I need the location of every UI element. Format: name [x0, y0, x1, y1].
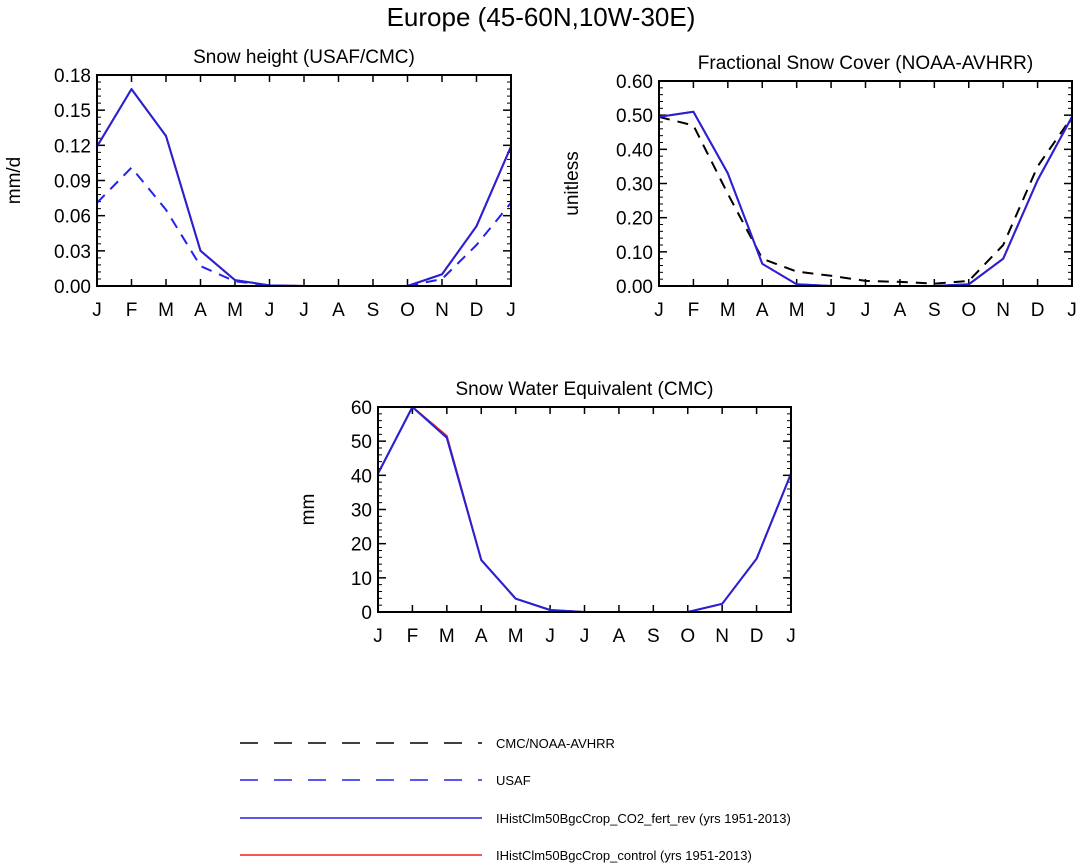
y-tick-label: 30 — [351, 501, 372, 522]
y-tick-label: 0.12 — [54, 136, 91, 157]
series-line-4 — [96, 88, 512, 287]
x-tick-label: N — [715, 626, 729, 647]
plot-frame — [96, 74, 512, 287]
series-line-4 — [658, 110, 1073, 287]
series-line-1 — [658, 115, 1073, 285]
x-tick-label: J — [265, 300, 275, 321]
y-tick-label: 0.18 — [54, 66, 91, 87]
y-tick-label: 0.06 — [54, 207, 91, 228]
series-line-3 — [658, 110, 1073, 287]
y-axis-label: mm — [298, 494, 319, 526]
series-line-3 — [377, 406, 792, 613]
x-tick-label: M — [720, 300, 736, 321]
y-tick-label: 0.09 — [54, 172, 91, 193]
y-tick-label: 10 — [351, 569, 372, 590]
y-tick-label: 0 — [361, 603, 372, 624]
y-tick-label: 0.30 — [616, 175, 653, 196]
x-tick-label: D — [750, 626, 764, 647]
x-tick-label: N — [435, 300, 449, 321]
y-tick-label: 40 — [351, 466, 372, 487]
x-tick-label: N — [996, 300, 1010, 321]
panel-title: Snow height (USAF/CMC) — [193, 47, 415, 68]
x-tick-label: O — [680, 626, 695, 647]
x-tick-label: J — [92, 300, 102, 321]
x-tick-label: F — [407, 626, 419, 647]
legend: CMC/NOAA-AVHRR USAF IHistClm50BgcCrop_CO2_… — [240, 736, 791, 863]
x-tick-label: J — [786, 626, 796, 647]
x-tick-label: D — [470, 300, 484, 321]
x-tick-label: M — [508, 626, 524, 647]
legend-label-4: IHistClm50BgcCrop_control (yrs 1951-2013… — [496, 848, 752, 863]
y-tick-label: 50 — [351, 432, 372, 453]
x-tick-label: J — [373, 626, 383, 647]
x-tick-label: D — [1031, 300, 1045, 321]
legend-label-2: USAF — [496, 773, 531, 788]
plot-frame — [658, 80, 1073, 287]
x-tick-label: O — [961, 300, 976, 321]
series-line-2 — [96, 166, 512, 287]
x-tick-label: J — [826, 300, 836, 321]
x-tick-label: M — [227, 300, 243, 321]
x-tick-label: J — [580, 626, 590, 647]
x-tick-label: J — [654, 300, 664, 321]
panel-title: Snow Water Equivalent (CMC) — [456, 379, 714, 400]
series-line-4 — [377, 406, 792, 613]
x-tick-label: A — [756, 300, 769, 321]
y-tick-label: 0.15 — [54, 101, 91, 122]
x-tick-label: S — [367, 300, 380, 321]
x-tick-label: O — [400, 300, 415, 321]
y-axis-label: unitless — [562, 151, 583, 215]
y-tick-label: 0.50 — [616, 106, 653, 127]
figure-title: Europe (45-60N,10W-30E) — [387, 2, 696, 32]
series-line-3 — [96, 88, 512, 287]
x-tick-label: J — [506, 300, 516, 321]
chart-panel-2: Fractional Snow Cover (NOAA-AVHRR) unitle… — [562, 53, 1077, 321]
legend-label-3: IHistClm50BgcCrop_CO2_fert_rev (yrs 1951… — [496, 811, 791, 826]
y-tick-label: 0.20 — [616, 209, 653, 230]
chart-panel-1: Snow height (USAF/CMC)mm/dJ F M A M J J A S O N D J0… — [4, 47, 516, 321]
x-tick-label: J — [299, 300, 309, 321]
x-tick-label: A — [332, 300, 345, 321]
x-tick-label: S — [647, 626, 660, 647]
x-tick-label: M — [158, 300, 174, 321]
x-tick-label: F — [688, 300, 700, 321]
x-tick-label: A — [475, 626, 488, 647]
x-tick-label: J — [545, 626, 555, 647]
plot-frame — [377, 406, 792, 613]
chart-panel-3: Snow Water Equivalent (CMC)mmJ F M A M J J A S O N… — [298, 379, 796, 647]
x-tick-label: A — [194, 300, 207, 321]
panel-title: Fractional Snow Cover (NOAA-AVHRR) — [698, 53, 1033, 74]
y-tick-label: 0.60 — [616, 72, 653, 93]
x-tick-label: F — [126, 300, 138, 321]
x-tick-label: A — [894, 300, 907, 321]
x-tick-label: S — [928, 300, 941, 321]
y-tick-label: 0.03 — [54, 242, 91, 263]
y-tick-label: 60 — [351, 398, 372, 419]
y-tick-label: 0.00 — [54, 277, 91, 298]
x-tick-label: A — [613, 626, 626, 647]
x-tick-label: J — [861, 300, 871, 321]
chart-panels: Snow height (USAF/CMC)mm/dJ F M A M J J A S O N D J0… — [4, 47, 1077, 647]
x-tick-label: M — [439, 626, 455, 647]
y-axis-label: mm/d — [4, 157, 25, 205]
x-tick-label: M — [789, 300, 805, 321]
legend-label-1: CMC/NOAA-AVHRR — [496, 736, 615, 751]
y-tick-label: 0.00 — [616, 277, 653, 298]
y-tick-label: 0.10 — [616, 243, 653, 264]
x-tick-label: J — [1067, 300, 1077, 321]
y-tick-label: 0.40 — [616, 140, 653, 161]
y-tick-label: 20 — [351, 535, 372, 556]
